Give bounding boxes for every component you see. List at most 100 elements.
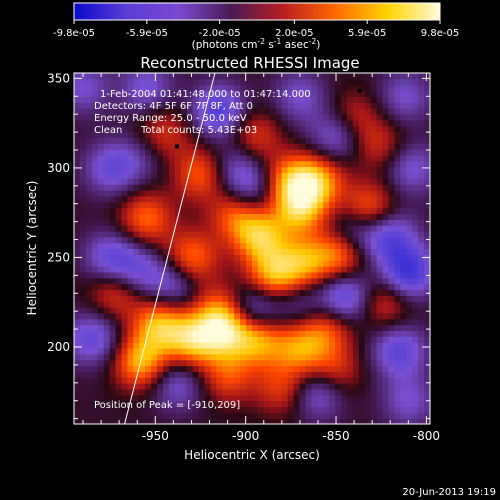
- heatmap-cell: [364, 307, 372, 314]
- heatmap-cell: [151, 143, 158, 150]
- heatmap-cell: [269, 143, 277, 150]
- heatmap-cell: [240, 154, 247, 162]
- heatmap-cell: [192, 113, 200, 121]
- heatmap-cell: [382, 307, 390, 314]
- heatmap-cell: [74, 383, 81, 390]
- heatmap-cell: [157, 383, 164, 390]
- heatmap-cell: [163, 236, 170, 244]
- heatmap-cell: [269, 277, 277, 285]
- heatmap-cell: [139, 108, 146, 115]
- heatmap-cell: [305, 260, 312, 267]
- heatmap-cell: [85, 207, 93, 214]
- heatmap-cell: [400, 377, 407, 384]
- heatmap-cell: [222, 342, 229, 349]
- heatmap-cell: [210, 190, 217, 197]
- heatmap-cell: [127, 84, 134, 92]
- heatmap-cell: [186, 178, 194, 185]
- heatmap-cell: [157, 271, 164, 279]
- heatmap-cell: [329, 242, 336, 250]
- heatmap-cell: [85, 418, 93, 424]
- heatmap-cell: [329, 125, 336, 133]
- heatmap-cell: [257, 418, 265, 424]
- heatmap-cell: [115, 318, 123, 326]
- heatmap-cell: [311, 359, 318, 367]
- heatmap-cell: [151, 201, 158, 209]
- heatmap-cell: [364, 190, 372, 197]
- heatmap-cell: [157, 353, 164, 361]
- heatmap-cell: [186, 347, 194, 355]
- heatmap-cell: [370, 365, 378, 372]
- heatmap-cell: [317, 195, 324, 203]
- heatmap-cell: [269, 266, 277, 273]
- heatmap-cell: [91, 406, 99, 413]
- heatmap-cell: [240, 254, 247, 261]
- heatmap-cell: [174, 371, 182, 378]
- heatmap-cell: [139, 336, 146, 343]
- heatmap-cell: [424, 318, 430, 326]
- heatmap-cell: [293, 412, 301, 419]
- heatmap-cell: [305, 406, 312, 413]
- heatmap-cell: [121, 260, 128, 267]
- heatmap-cell: [168, 418, 176, 424]
- heatmap-cell: [305, 347, 312, 355]
- heatmap-cell: [85, 330, 93, 337]
- heatmap-cell: [186, 400, 194, 408]
- heatmap-cell: [85, 254, 93, 261]
- heatmap-cell: [163, 307, 170, 314]
- heatmap-cell: [91, 394, 99, 402]
- heatmap-cell: [252, 359, 259, 367]
- heatmap-cell: [257, 336, 265, 343]
- heatmap-cell: [364, 260, 372, 267]
- heatmap-cell: [287, 412, 295, 419]
- heatmap-cell: [133, 312, 140, 320]
- heatmap-cell: [263, 289, 271, 296]
- heatmap-cell: [139, 388, 146, 396]
- heatmap-cell: [418, 342, 425, 349]
- heatmap-cell: [210, 330, 217, 337]
- heatmap-cell: [222, 178, 229, 185]
- heatmap-cell: [252, 365, 259, 372]
- heatmap-cell: [382, 277, 390, 285]
- heatmap-cell: [85, 336, 93, 343]
- heatmap-cell: [317, 353, 324, 361]
- heatmap-cell: [228, 166, 235, 174]
- heatmap-cell: [412, 330, 419, 337]
- heatmap-cell: [115, 149, 123, 156]
- heatmap-cell: [406, 184, 413, 191]
- heatmap-cell: [109, 242, 117, 250]
- heatmap-cell: [91, 230, 99, 238]
- heatmap-cell: [216, 184, 223, 191]
- heatmap-cell: [335, 318, 342, 326]
- heatmap-cell: [157, 336, 164, 343]
- heatmap-cell: [358, 230, 366, 238]
- heatmap-cell: [222, 289, 229, 296]
- heatmap-cell: [400, 108, 407, 115]
- heatmap-cell: [412, 90, 419, 97]
- heatmap-cell: [252, 254, 259, 261]
- heatmap-cell: [121, 131, 128, 138]
- heatmap-cell: [257, 388, 265, 396]
- heatmap-cell: [85, 342, 93, 349]
- heatmap-cell: [364, 166, 372, 174]
- heatmap-cell: [382, 248, 390, 255]
- heatmap-cell: [329, 219, 336, 226]
- heatmap-cell: [115, 230, 123, 238]
- heatmap-cell: [246, 260, 253, 267]
- heatmap-cell: [388, 166, 395, 174]
- heatmap-cell: [346, 400, 354, 408]
- heatmap-cell: [133, 400, 140, 408]
- heatmap-cell: [234, 418, 241, 424]
- heatmap-cell: [406, 289, 413, 296]
- heatmap-cell: [234, 394, 241, 402]
- heatmap-cell: [157, 225, 164, 232]
- heatmap-cell: [97, 330, 105, 337]
- heatmap-cell: [424, 90, 430, 97]
- heatmap-cell: [299, 400, 306, 408]
- heatmap-cell: [157, 347, 164, 355]
- heatmap-cell: [376, 207, 384, 214]
- heatmap-cell: [97, 336, 105, 343]
- heatmap-cell: [293, 230, 301, 238]
- heatmap-cell: [317, 260, 324, 267]
- heatmap-cell: [358, 266, 366, 273]
- heatmap-cell: [412, 260, 419, 267]
